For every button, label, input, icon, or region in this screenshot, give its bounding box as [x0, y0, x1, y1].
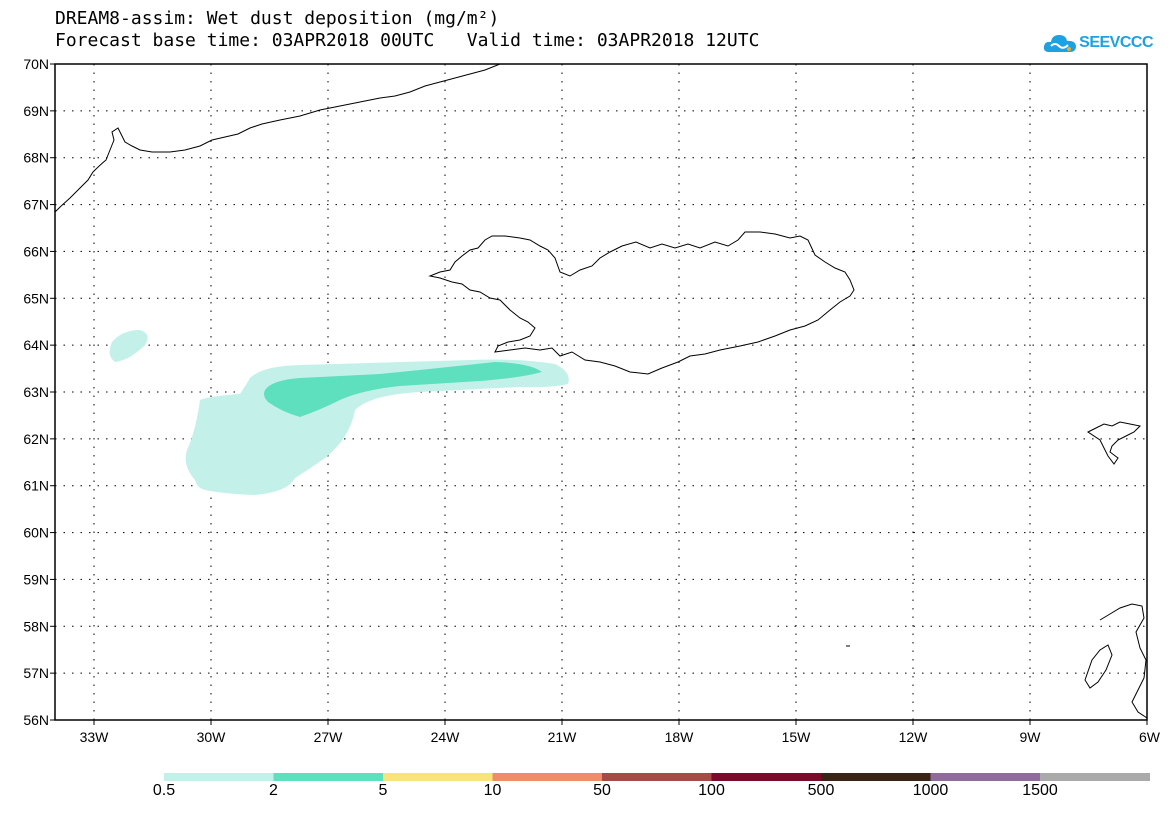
- hebrides: [1084, 644, 1113, 689]
- latitude-labels: 56N 57N 58N 59N 60N 61N 62N 63N 64N 65N 66N 67N 68N 6…: [23, 56, 55, 728]
- lat-label: 56N: [23, 712, 49, 728]
- seevccc-logo: SEEVCCC: [1043, 31, 1153, 55]
- map-subtitle: Forecast base time: 03APR2018 00UTC Vali…: [55, 30, 760, 51]
- lon-label: 9W: [1020, 729, 1042, 745]
- coastlines: [55, 64, 1147, 719]
- lon-label: 21W: [548, 729, 578, 745]
- lat-label: 66N: [23, 243, 49, 259]
- lon-label: 24W: [431, 729, 461, 745]
- longitude-labels: 33W 30W 27W 24W 21W 18W 15W 12W 9W 6W: [80, 720, 1161, 745]
- iceland-coast: [428, 231, 855, 375]
- graticule: [55, 64, 1147, 720]
- logo-text: SEEVCCC: [1079, 34, 1153, 51]
- plot-area: [55, 64, 1147, 720]
- lat-label: 63N: [23, 384, 49, 400]
- lat-label: 62N: [23, 431, 49, 447]
- lat-label: 68N: [23, 150, 49, 166]
- lon-label: 18W: [665, 729, 695, 745]
- scotland-coast: [1099, 603, 1147, 719]
- deposition-layer: [109, 330, 569, 495]
- lat-label: 57N: [23, 665, 49, 681]
- faroe-islands: [1087, 421, 1142, 465]
- lat-label: 69N: [23, 103, 49, 119]
- lon-label: 6W: [1139, 729, 1161, 745]
- cloud-icon: [1043, 35, 1077, 52]
- lat-label: 61N: [23, 478, 49, 494]
- lat-label: 60N: [23, 525, 49, 541]
- lat-label: 58N: [23, 618, 49, 634]
- lon-label: 15W: [782, 729, 812, 745]
- lon-label: 33W: [80, 729, 110, 745]
- deposition-area-moderate: [264, 362, 542, 417]
- greenland-coast: [55, 64, 501, 213]
- lat-label: 70N: [23, 56, 49, 72]
- map-title: DREAM8-assim: Wet dust deposition (mg/m²…: [55, 8, 500, 29]
- lat-label: 59N: [23, 571, 49, 587]
- lon-label: 27W: [314, 729, 344, 745]
- lat-label: 67N: [23, 197, 49, 213]
- lat-label: 65N: [23, 290, 49, 306]
- lat-label: 64N: [23, 337, 49, 353]
- deposition-area-light-west: [109, 330, 148, 362]
- lon-label: 30W: [197, 729, 227, 745]
- lon-label: 12W: [899, 729, 929, 745]
